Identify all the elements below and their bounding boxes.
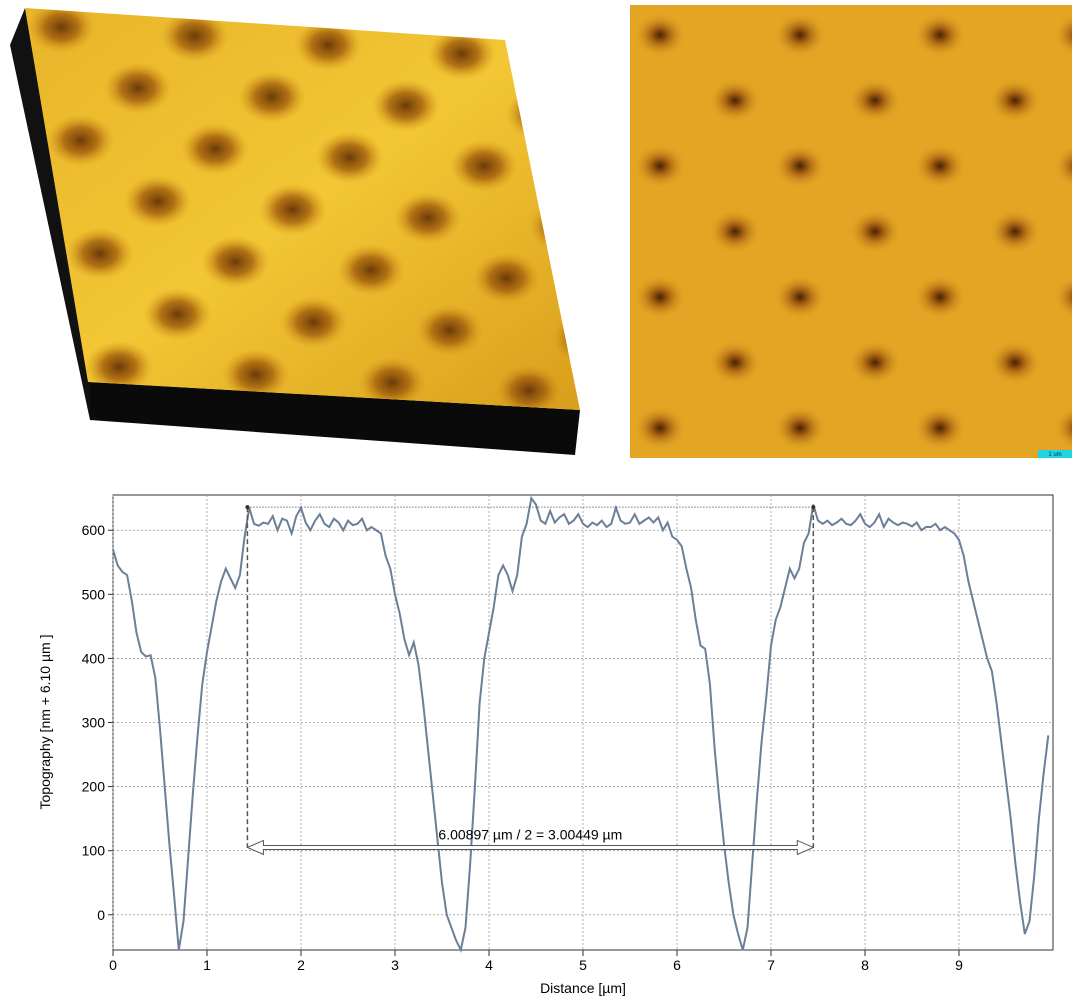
y-tick-label: 0: [97, 907, 105, 923]
y-tick-label: 600: [82, 522, 106, 538]
pit-3d: [472, 252, 541, 305]
pit-3d: [450, 139, 519, 192]
y-tick-label: 300: [82, 715, 106, 731]
x-tick-label: 7: [767, 957, 775, 973]
pit-2d: [1054, 145, 1072, 187]
pit-3d: [393, 191, 462, 244]
pit-3d: [103, 62, 172, 115]
pit-3d: [336, 244, 405, 297]
pit-3d: [505, 88, 574, 141]
y-tick-label: 100: [82, 843, 106, 859]
pit-2d: [914, 144, 966, 188]
y-axis-label: Topography [nm + 6.10 µm ]: [37, 635, 53, 810]
pit-2d: [989, 78, 1041, 123]
x-tick-label: 0: [109, 957, 117, 973]
annotation-point: [811, 505, 816, 510]
x-axis-label: Distance [µm]: [540, 980, 626, 996]
pit-2d: [709, 209, 761, 254]
pit-2d: [849, 209, 901, 254]
pit-2d: [774, 275, 826, 319]
pit-3d: [371, 79, 440, 132]
pit-3d: [85, 340, 154, 393]
pit-2d: [914, 406, 966, 450]
x-tick-label: 8: [861, 957, 869, 973]
pit-3d: [143, 288, 212, 341]
pit-2d: [709, 78, 761, 123]
pit-3d: [181, 122, 250, 175]
side-face: [90, 382, 580, 455]
pit-3d: [294, 18, 363, 71]
y-tick-label: 200: [82, 779, 106, 795]
x-tick-label: 1: [203, 957, 211, 973]
pit-3d: [160, 10, 229, 63]
x-tick-label: 5: [579, 957, 587, 973]
pit-2d: [1054, 276, 1072, 318]
pit-2d: [634, 144, 686, 188]
annotation-label: 6.00897 µm / 2 = 3.00449 µm: [438, 826, 622, 842]
pit-3d: [358, 356, 427, 409]
pit-3d: [415, 304, 484, 357]
pit-3d: [528, 200, 580, 253]
pit-2d: [709, 340, 761, 385]
annotation-point: [245, 505, 250, 510]
pit-3d: [27, 8, 96, 54]
afm-map: [630, 5, 1072, 458]
pit-3d: [201, 235, 270, 288]
surface-3d: [10, 8, 580, 455]
pit-2d: [989, 209, 1041, 254]
pit-3d: [427, 27, 496, 80]
x-tick-label: 9: [955, 957, 963, 973]
x-tick-label: 6: [673, 957, 681, 973]
annotation-arrow: [246, 839, 815, 856]
pit-2d: [914, 275, 966, 319]
pit-2d: [1054, 407, 1072, 449]
side-face: [10, 8, 90, 420]
pit-2d: [634, 275, 686, 319]
scale-bar: [1038, 450, 1072, 458]
pit-2d: [989, 340, 1041, 385]
pit-3d: [315, 131, 384, 184]
pit-2d: [914, 13, 966, 57]
x-tick-label: 2: [297, 957, 305, 973]
pit-2d: [774, 406, 826, 450]
pit-3d: [65, 227, 134, 280]
pit-2d: [849, 78, 901, 123]
y-tick-label: 400: [82, 650, 106, 666]
pit-3d: [237, 70, 306, 123]
pit-2d: [634, 406, 686, 450]
pit-3d: [279, 296, 348, 349]
x-tick-label: 3: [391, 957, 399, 973]
pit-3d: [258, 183, 327, 236]
scale-bar-label: 1 um: [1048, 452, 1061, 458]
pit-3d: [494, 364, 563, 410]
pit-3d: [221, 348, 290, 401]
pit-2d: [774, 144, 826, 188]
x-tick-label: 4: [485, 957, 493, 973]
pit-3d: [46, 114, 115, 167]
profile-line: [112, 495, 1050, 954]
pit-2d: [1054, 14, 1072, 56]
pit-2d: [849, 340, 901, 385]
pit-3d: [123, 175, 192, 228]
pit-2d: [774, 13, 826, 57]
pit-3d: [551, 312, 580, 365]
pit-2d: [634, 13, 686, 57]
y-tick-label: 500: [82, 586, 106, 602]
